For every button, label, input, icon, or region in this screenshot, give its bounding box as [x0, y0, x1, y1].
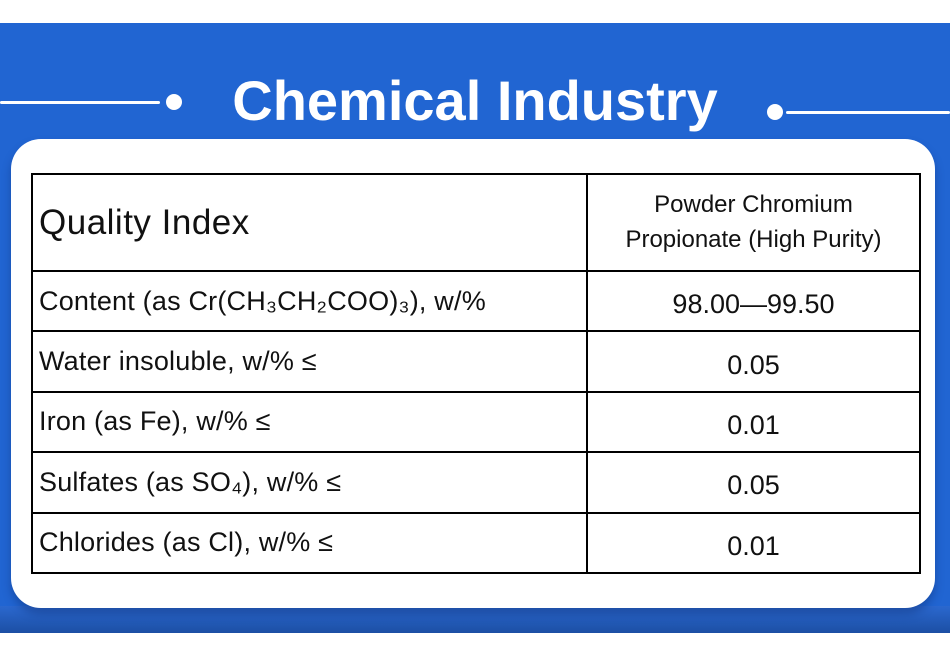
- row-value: 98.00—99.50: [586, 269, 921, 333]
- title-right-line: [786, 111, 950, 114]
- table-header-row: Quality Index Powder Chromium Propionate…: [31, 173, 921, 272]
- table-row: Iron (as Fe), w/% ≤0.01: [31, 390, 921, 454]
- product-column-header-text: Powder Chromium Propionate (High Purity): [625, 190, 882, 253]
- row-label: Sulfates (as SO₄), w/% ≤: [31, 451, 588, 514]
- row-value: 0.05: [586, 451, 921, 514]
- table-row: Content (as Cr(CH₃CH₂COO)₃), w/% 98.00—99…: [31, 269, 921, 333]
- title-left-dot: [166, 94, 182, 110]
- title-right-dot: [767, 104, 783, 120]
- spec-table-body: Content (as Cr(CH₃CH₂COO)₃), w/% 98.00—99…: [31, 269, 921, 575]
- row-label: Chlorides (as Cl), w/% ≤: [31, 511, 588, 575]
- row-value: 0.01: [586, 511, 921, 575]
- row-label: Water insoluble, w/% ≤: [31, 330, 588, 393]
- banner-bottom-gradient: [0, 606, 950, 633]
- row-value: 0.05: [586, 330, 921, 393]
- row-label: Iron (as Fe), w/% ≤: [31, 390, 588, 454]
- table-row: Water insoluble, w/% ≤0.05: [31, 330, 921, 393]
- spec-table: Quality Index Powder Chromium Propionate…: [31, 173, 921, 575]
- page-title: Chemical Industry: [232, 69, 718, 132]
- row-value: 0.01: [586, 390, 921, 454]
- row-label: Content (as Cr(CH₃CH₂COO)₃), w/%: [31, 269, 588, 333]
- product-column-header: Powder Chromium Propionate (High Purity): [586, 173, 921, 272]
- blue-banner: Chemical Industry Quality Index Powder C…: [0, 23, 950, 633]
- table-row: Chlorides (as Cl), w/% ≤0.01: [31, 511, 921, 575]
- table-row: Sulfates (as SO₄), w/% ≤0.05: [31, 451, 921, 514]
- quality-index-header: Quality Index: [31, 173, 588, 272]
- title-left-line: [0, 101, 160, 104]
- spec-card: Quality Index Powder Chromium Propionate…: [11, 139, 935, 608]
